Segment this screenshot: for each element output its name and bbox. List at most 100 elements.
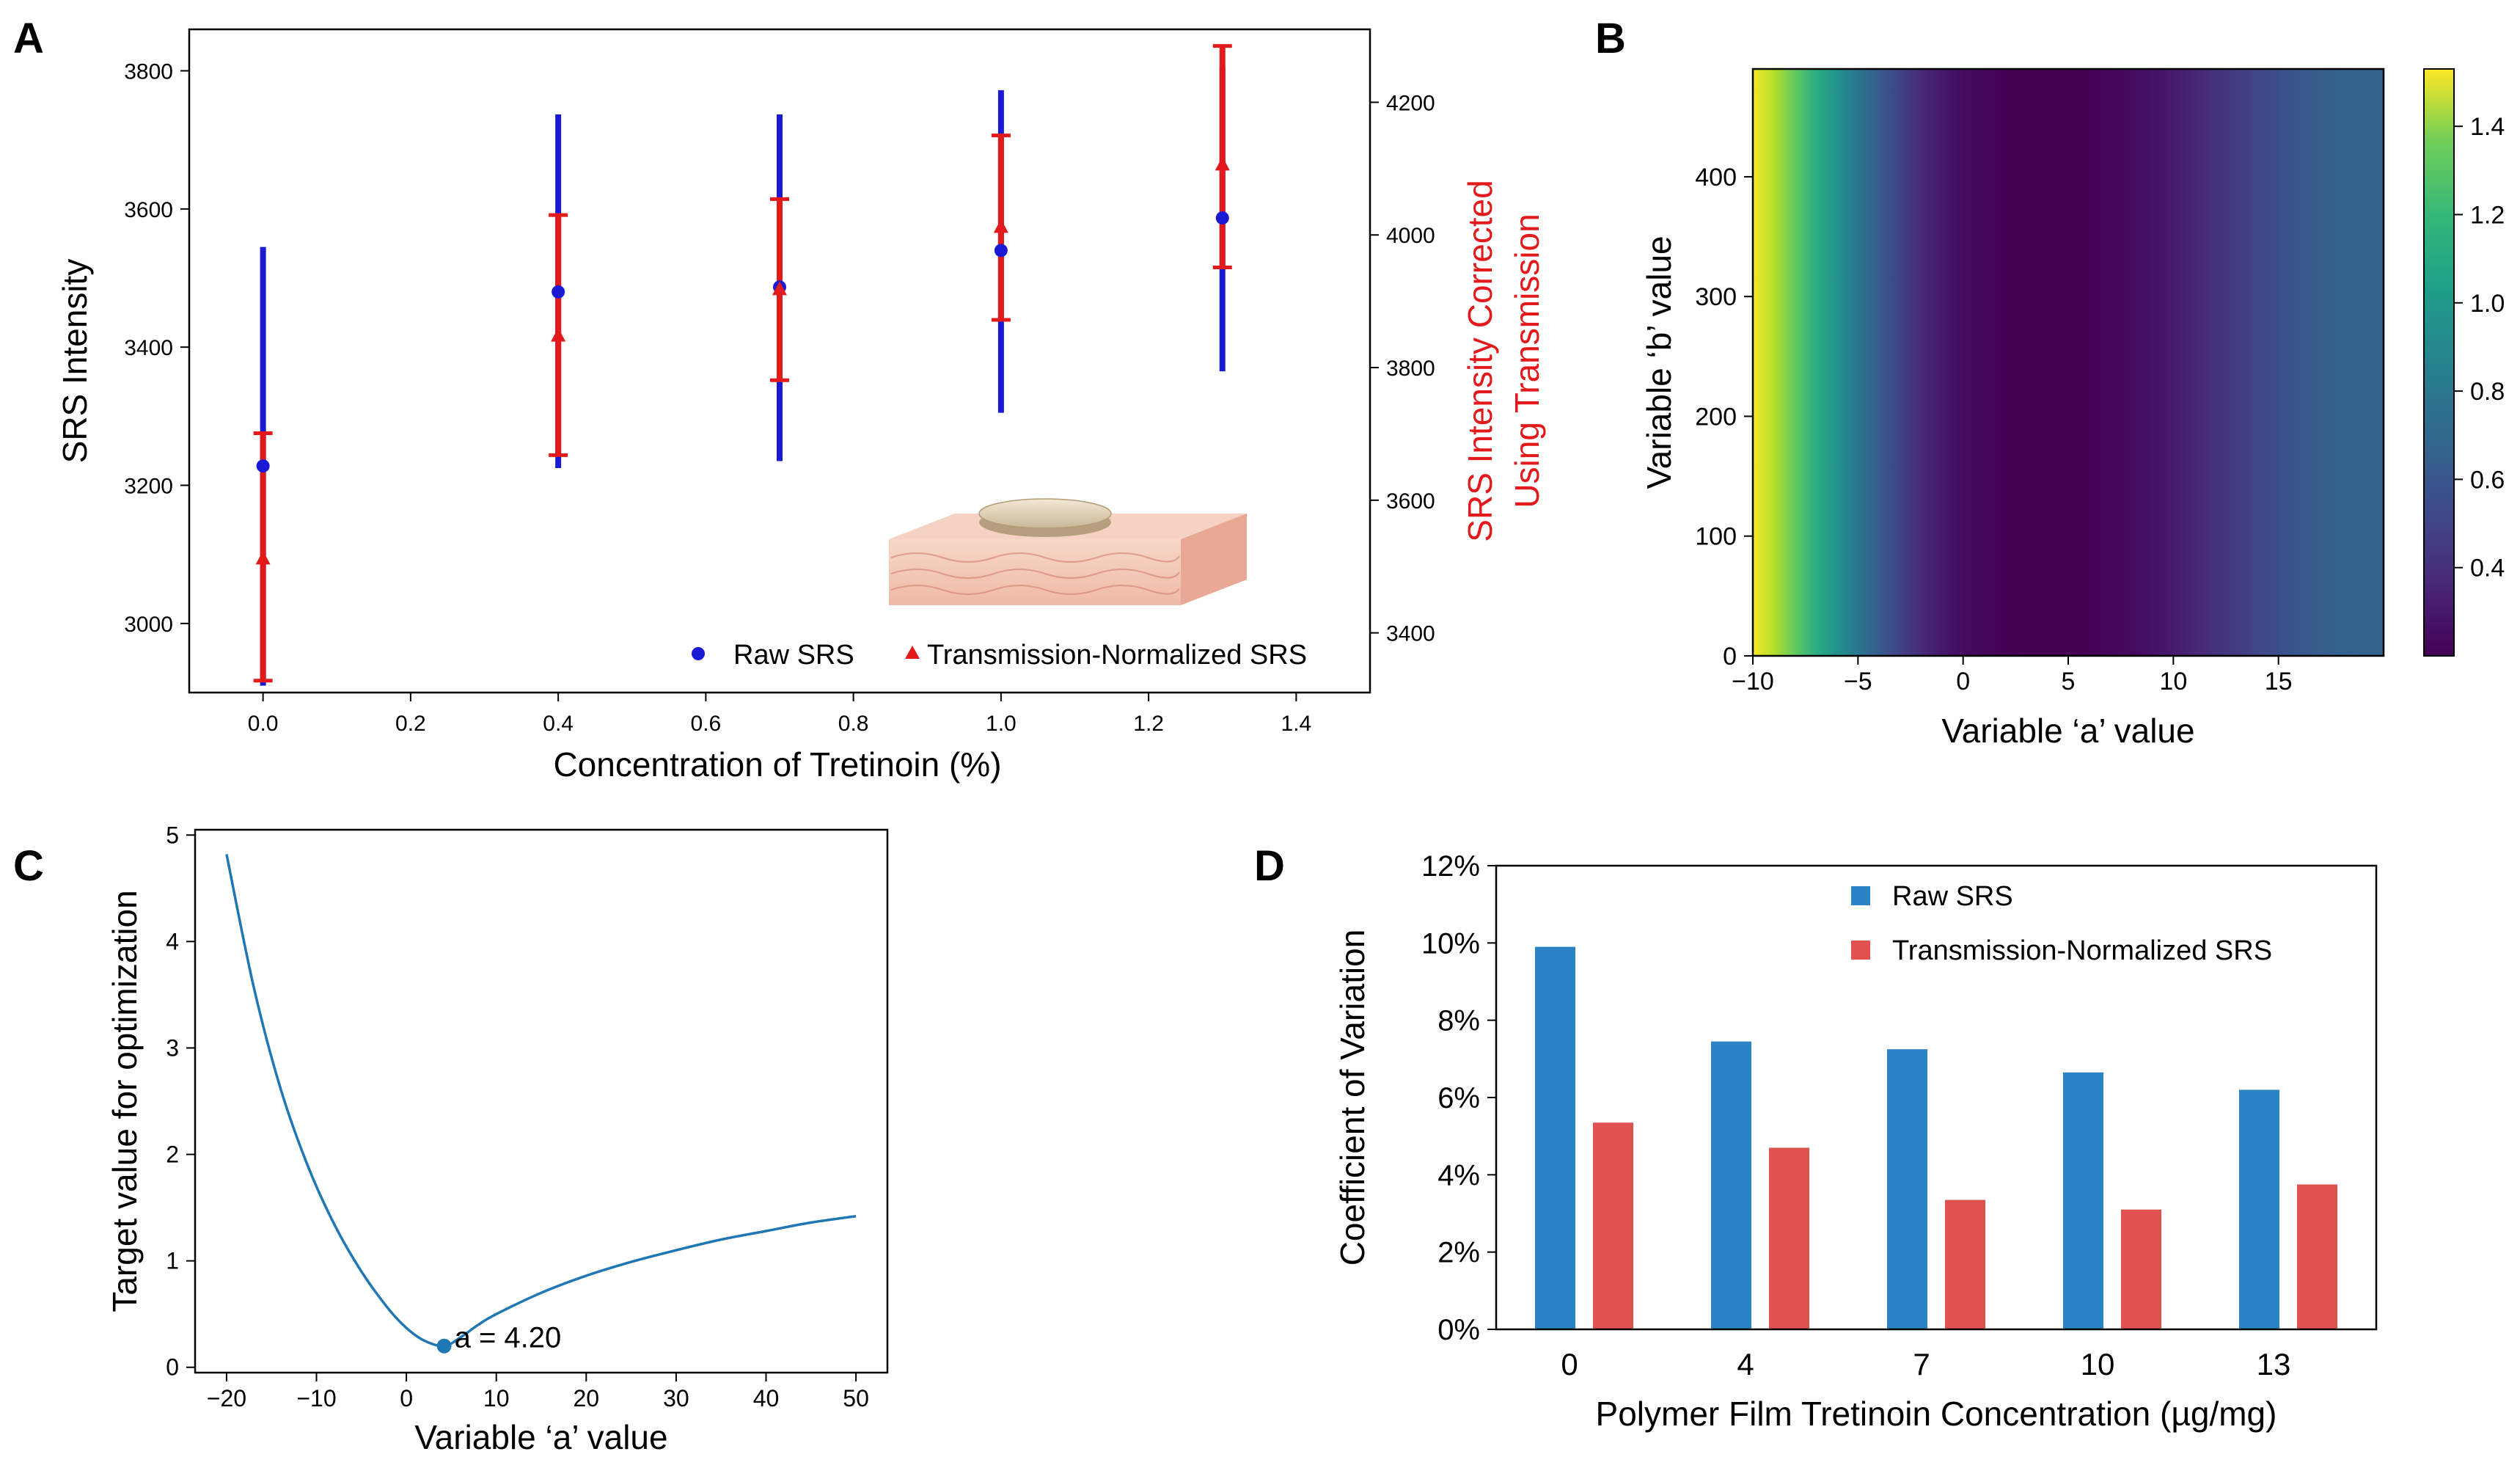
panel-label-b: B (1595, 15, 1626, 62)
b-ytick-label: 400 (1695, 164, 1737, 191)
d-xtick-label: 0 (1561, 1347, 1578, 1381)
colorbar (2423, 68, 2455, 657)
a-xtick-label: 0.4 (543, 712, 574, 736)
d-ytick-label: 12% (1421, 850, 1480, 883)
d-xtick-label: 4 (1737, 1347, 1754, 1381)
panel-d-xlabel: Polymer Film Tretinoin Concentration (µg… (1596, 1395, 2277, 1433)
b-ytick-label: 200 (1695, 403, 1737, 431)
a-xtick-label: 1.0 (986, 712, 1017, 736)
legend-normalized-swatch (1851, 941, 1870, 960)
b-xtick-label: 10 (2159, 668, 2187, 695)
raw-srs-bar (1887, 1049, 1927, 1329)
a-y2tick-label: 3600 (1386, 489, 1435, 514)
d-ytick-label: 6% (1437, 1082, 1480, 1114)
d-ytick-label: 0% (1437, 1314, 1480, 1346)
colorbar-tick-label: 0.4 (2470, 555, 2505, 583)
legend-raw-srs-swatch (1851, 886, 1870, 905)
panel-a-y2label-line1: SRS Intensity Corrected (1461, 180, 1499, 541)
b-ytick-label: 300 (1695, 283, 1737, 311)
b-xtick-label: 15 (2265, 668, 2293, 695)
normalized-srs-point (993, 219, 1008, 233)
legend-raw-srs-marker (692, 647, 705, 660)
normalized-srs-point (1215, 156, 1230, 171)
normalized-srs-bar (1593, 1122, 1633, 1329)
a-xtick-label: 0.0 (248, 712, 279, 736)
panel-d-legend: Raw SRS Transmission-Normalized SRS (1851, 881, 2272, 966)
panel-c-xlabel: Variable ‘a’ value (414, 1418, 667, 1456)
normalized-srs-point (551, 327, 566, 342)
c-xtick-label: 10 (483, 1385, 510, 1412)
d-ytick-label: 4% (1437, 1159, 1480, 1191)
panel-a-ylabel: SRS Intensity (56, 259, 94, 464)
panel-a-legend: Raw SRS Transmission-Normalized SRS (692, 640, 1307, 671)
panel-label-c: C (13, 842, 44, 890)
b-xtick-label: −10 (1732, 668, 1774, 695)
raw-srs-bar (1535, 946, 1575, 1329)
a-xtick-label: 0.8 (838, 712, 869, 736)
a-xtick-label: 0.6 (691, 712, 722, 736)
a-ytick-label: 3200 (124, 475, 173, 499)
d-ytick-label: 8% (1437, 1005, 1480, 1037)
a-ytick-label: 3000 (124, 613, 173, 637)
a-xtick-label: 1.4 (1281, 712, 1312, 736)
b-xtick-label: 0 (1956, 668, 1970, 695)
c-ytick-label: 0 (166, 1354, 179, 1381)
c-xtick-label: 0 (400, 1385, 413, 1412)
c-xtick-label: −20 (207, 1385, 246, 1412)
raw-srs-bar (1711, 1041, 1751, 1329)
a-y2tick-label: 3800 (1386, 357, 1435, 381)
a-y2tick-label: 3400 (1386, 622, 1435, 646)
normalized-srs-point (772, 281, 787, 296)
panel-label-a: A (13, 15, 44, 62)
c-ytick-label: 3 (166, 1034, 179, 1061)
colorbar-tick-label: 1.0 (2470, 290, 2505, 318)
raw-srs-point (994, 244, 1008, 258)
d-xtick-label: 13 (2257, 1347, 2291, 1381)
b-xtick-label: −5 (1844, 668, 1872, 695)
b-ytick-label: 100 (1695, 523, 1737, 551)
d-ytick-label: 10% (1421, 927, 1480, 960)
raw-srs-bar (2239, 1089, 2279, 1329)
legend-raw-srs-label: Raw SRS (733, 640, 854, 671)
a-y2tick-label: 4200 (1386, 91, 1435, 115)
normalized-srs-bar (1945, 1199, 1985, 1329)
colorbar-tick-label: 1.4 (2470, 113, 2505, 141)
c-ytick-label: 4 (166, 928, 179, 954)
b-ytick-label: 0 (1723, 643, 1737, 671)
raw-srs-point (256, 459, 270, 473)
c-ytick-label: 5 (166, 822, 179, 848)
raw-srs-point (1215, 211, 1229, 225)
normalized-srs-point (255, 550, 271, 565)
panel-a-y2label-line2: Using Transmission (1508, 213, 1546, 508)
minimum-point (436, 1338, 452, 1354)
skin-patch-illustration (889, 498, 1247, 605)
c-xtick-label: −10 (296, 1385, 336, 1412)
panel-d-chart: 0 4 7 10 13 0% 2% 4% 6% 8% 10% 12% Raw SRS Transmi… (1333, 850, 2378, 1433)
colorbar-tick-label: 0.6 (2470, 466, 2505, 494)
colorbar-tick-label: 1.2 (2470, 201, 2505, 229)
panel-a-chart: 0.0 0.2 0.4 0.6 0.8 1.0 1.2 1.4 3000 3200 3400 360… (56, 28, 1546, 784)
panel-a-xlabel: Concentration of Tretinoin (%) (553, 745, 1001, 784)
panel-c-frame (194, 828, 889, 1374)
d-ytick-label: 2% (1437, 1237, 1480, 1269)
a-xtick-label: 1.2 (1133, 712, 1164, 736)
a-xtick-label: 0.2 (395, 712, 426, 736)
c-xtick-label: 20 (574, 1385, 600, 1412)
normalized-srs-bar (1769, 1147, 1809, 1329)
panel-c-chart: −20 −10 0 10 20 30 40 50 0 1 2 3 4 5 a = 4.20 Variab… (106, 822, 889, 1456)
b-xtick-label: 5 (2062, 668, 2076, 695)
c-xtick-label: 50 (843, 1385, 869, 1412)
panel-b-xlabel: Variable ‘a’ value (1941, 712, 2194, 750)
colorbar-tick-label: 0.8 (2470, 378, 2505, 406)
legend-normalized-label: Transmission-Normalized SRS (927, 640, 1307, 671)
c-xtick-label: 40 (753, 1385, 780, 1412)
panel-label-d: D (1254, 842, 1285, 890)
raw-srs-bar (2063, 1072, 2103, 1329)
normalized-srs-bar (2121, 1209, 2161, 1329)
normalized-srs-bar (2297, 1184, 2337, 1329)
c-ytick-label: 1 (166, 1248, 179, 1274)
a-y2tick-label: 4000 (1386, 224, 1435, 248)
heatmap-image (1753, 69, 2384, 656)
a-ytick-label: 3400 (124, 336, 173, 360)
